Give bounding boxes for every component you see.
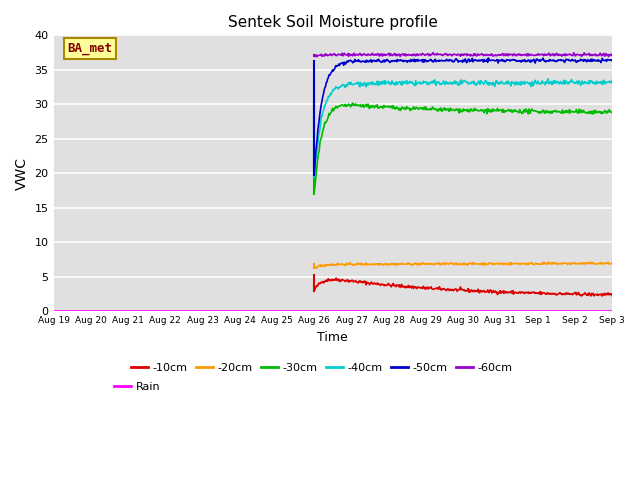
Y-axis label: VWC: VWC bbox=[15, 157, 29, 190]
X-axis label: Time: Time bbox=[317, 331, 348, 344]
Text: BA_met: BA_met bbox=[67, 42, 113, 55]
Legend: Rain: Rain bbox=[110, 377, 164, 396]
Title: Sentek Soil Moisture profile: Sentek Soil Moisture profile bbox=[228, 15, 438, 30]
